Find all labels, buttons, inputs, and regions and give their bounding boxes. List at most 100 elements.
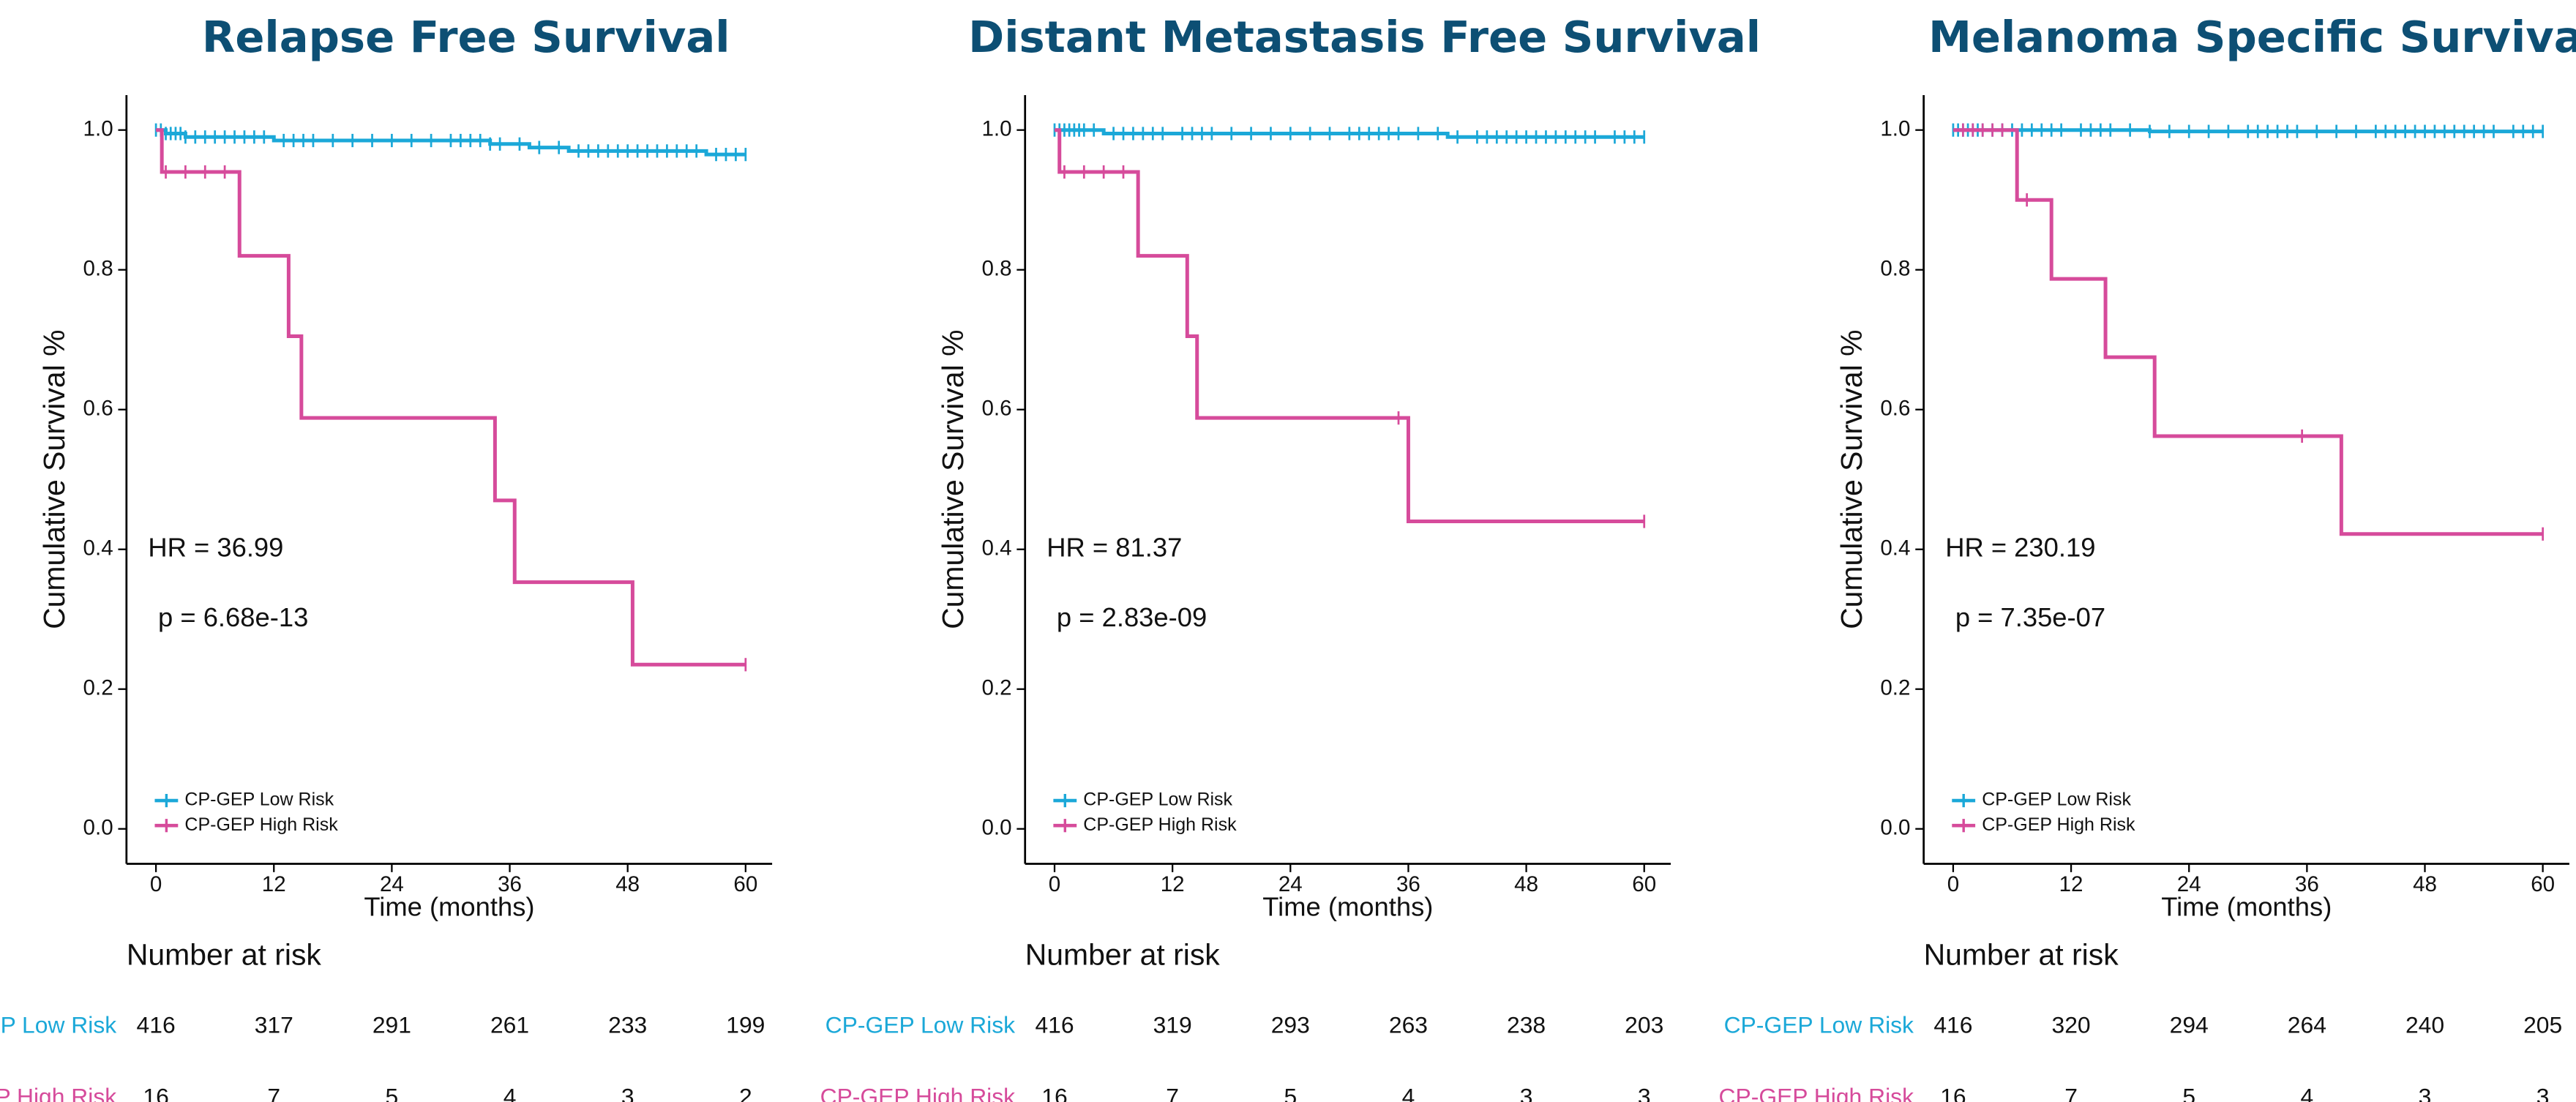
p-annotation: p = 2.83e-09 bbox=[1057, 602, 1207, 632]
x-tick-label: 0 bbox=[1947, 872, 1959, 896]
x-tick-label: 12 bbox=[262, 872, 286, 896]
x-axis-label: Time (months) bbox=[364, 891, 534, 921]
risk-count: 3 bbox=[621, 1084, 634, 1102]
risk-row-label: CP-GEP High Risk bbox=[1719, 1084, 1914, 1102]
risk-count: 2 bbox=[739, 1084, 752, 1102]
y-axis-label: Cumulative Survival % bbox=[936, 330, 970, 629]
y-tick-label: 0.0 bbox=[83, 816, 113, 840]
y-tick-label: 0.2 bbox=[1880, 676, 1910, 700]
risk-count: 16 bbox=[1041, 1084, 1067, 1102]
risk-count: 293 bbox=[1271, 1012, 1310, 1038]
risk-count: 291 bbox=[372, 1012, 411, 1038]
risk-row-label: CP-GEP Low Risk bbox=[0, 1012, 116, 1038]
y-tick-label: 0.6 bbox=[981, 397, 1011, 421]
risk-count: 294 bbox=[2170, 1012, 2209, 1038]
legend-label: CP-GEP High Risk bbox=[184, 814, 338, 835]
x-tick-label: 24 bbox=[380, 872, 404, 896]
risk-count: 319 bbox=[1153, 1012, 1192, 1038]
x-tick-label: 24 bbox=[1278, 872, 1303, 896]
risk-table-title: Number at risk bbox=[127, 938, 322, 972]
y-tick-label: 0.8 bbox=[83, 257, 113, 281]
x-tick-label: 12 bbox=[2059, 872, 2083, 896]
survival-curve bbox=[156, 128, 746, 667]
x-tick-label: 0 bbox=[150, 872, 162, 896]
y-tick-label: 0.4 bbox=[981, 536, 1011, 561]
risk-count: 5 bbox=[386, 1084, 399, 1102]
risk-count: 4 bbox=[2301, 1084, 2314, 1102]
legend-label: CP-GEP High Risk bbox=[1083, 814, 1237, 835]
y-axis-label: Cumulative Survival % bbox=[1835, 330, 1868, 629]
chart-title: Relapse Free Survival bbox=[202, 12, 730, 62]
legend-label: CP-GEP Low Risk bbox=[1083, 790, 1232, 810]
y-tick-label: 0.6 bbox=[1880, 397, 1910, 421]
chart-title: Melanoma Specific Survival bbox=[1928, 12, 2576, 62]
legend-label: CP-GEP Low Risk bbox=[1982, 790, 2131, 810]
hr-annotation: HR = 230.19 bbox=[1945, 532, 2095, 562]
risk-count: 203 bbox=[1625, 1012, 1663, 1038]
chart-title: Distant Metastasis Free Survival bbox=[968, 12, 1761, 62]
risk-count: 240 bbox=[2405, 1012, 2444, 1038]
risk-row-label: CP-GEP High Risk bbox=[820, 1084, 1016, 1102]
risk-count: 233 bbox=[608, 1012, 647, 1038]
survival-curve bbox=[1055, 128, 1644, 524]
y-tick-label: 0.4 bbox=[1880, 536, 1910, 561]
risk-table-title: Number at risk bbox=[1924, 938, 2119, 972]
x-tick-label: 24 bbox=[2177, 872, 2201, 896]
x-axis-label: Time (months) bbox=[2161, 891, 2332, 921]
x-tick-label: 60 bbox=[2531, 872, 2555, 896]
legend-label: CP-GEP High Risk bbox=[1982, 814, 2135, 835]
y-tick-label: 0.2 bbox=[981, 676, 1011, 700]
risk-count: 3 bbox=[2419, 1084, 2432, 1102]
y-tick-label: 1.0 bbox=[981, 117, 1011, 141]
risk-count: 7 bbox=[2064, 1084, 2078, 1102]
p-annotation: p = 6.68e-13 bbox=[158, 602, 308, 632]
risk-count: 264 bbox=[2288, 1012, 2326, 1038]
risk-row-label: CP-GEP Low Risk bbox=[1724, 1012, 1914, 1038]
hr-annotation: HR = 81.37 bbox=[1046, 532, 1182, 562]
x-tick-label: 36 bbox=[2295, 872, 2319, 896]
x-axis-label: Time (months) bbox=[1262, 891, 1433, 921]
p-annotation: p = 7.35e-07 bbox=[1955, 602, 2105, 632]
x-tick-label: 48 bbox=[2413, 872, 2437, 896]
y-tick-label: 0.2 bbox=[83, 676, 113, 700]
risk-count: 199 bbox=[726, 1012, 765, 1038]
y-axis-label: Cumulative Survival % bbox=[37, 330, 71, 629]
risk-count: 205 bbox=[2523, 1012, 2562, 1038]
risk-count: 5 bbox=[2182, 1084, 2195, 1102]
risk-count: 4 bbox=[1402, 1084, 1415, 1102]
x-tick-label: 36 bbox=[1396, 872, 1420, 896]
y-tick-label: 0.6 bbox=[83, 397, 113, 421]
risk-count: 416 bbox=[1035, 1012, 1074, 1038]
risk-count: 416 bbox=[1933, 1012, 1972, 1038]
risk-count: 261 bbox=[490, 1012, 529, 1038]
risk-count: 317 bbox=[255, 1012, 293, 1038]
y-tick-label: 0.0 bbox=[981, 816, 1011, 840]
risk-count: 263 bbox=[1389, 1012, 1428, 1038]
risk-count: 4 bbox=[503, 1084, 517, 1102]
hr-annotation: HR = 36.99 bbox=[148, 532, 283, 562]
y-tick-label: 0.0 bbox=[1880, 816, 1910, 840]
risk-count: 5 bbox=[1284, 1084, 1297, 1102]
risk-count: 320 bbox=[2052, 1012, 2091, 1038]
y-tick-label: 0.4 bbox=[83, 536, 113, 561]
x-tick-label: 12 bbox=[1161, 872, 1185, 896]
risk-row-label: CP-GEP High Risk bbox=[0, 1084, 116, 1102]
legend-label: CP-GEP Low Risk bbox=[184, 790, 334, 810]
x-tick-label: 0 bbox=[1049, 872, 1060, 896]
risk-count: 3 bbox=[1638, 1084, 1651, 1102]
y-tick-label: 0.8 bbox=[1880, 257, 1910, 281]
y-tick-label: 1.0 bbox=[1880, 117, 1910, 141]
risk-count: 416 bbox=[137, 1012, 176, 1038]
risk-count: 3 bbox=[2536, 1084, 2550, 1102]
x-tick-label: 36 bbox=[498, 872, 522, 896]
risk-row-label: CP-GEP Low Risk bbox=[825, 1012, 1015, 1038]
x-tick-label: 60 bbox=[733, 872, 757, 896]
x-tick-label: 48 bbox=[615, 872, 640, 896]
risk-count: 7 bbox=[267, 1084, 280, 1102]
survival-curve bbox=[1055, 128, 1644, 139]
risk-count: 16 bbox=[1940, 1084, 1966, 1102]
risk-count: 16 bbox=[143, 1084, 168, 1102]
risk-table-title: Number at risk bbox=[1025, 938, 1221, 972]
y-tick-label: 0.8 bbox=[981, 257, 1011, 281]
